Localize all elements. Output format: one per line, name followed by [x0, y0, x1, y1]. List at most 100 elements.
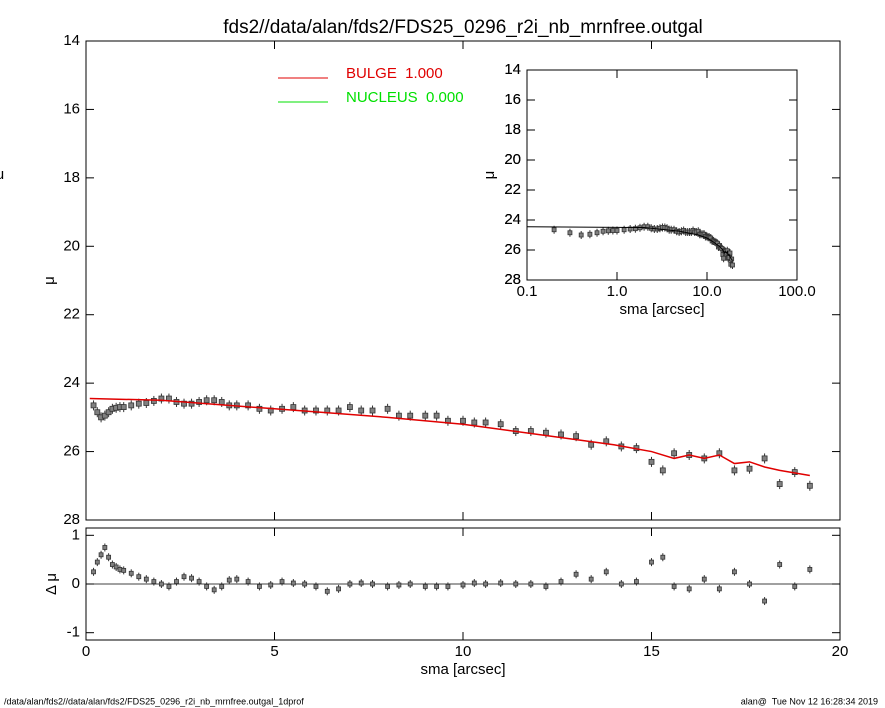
y-tick-label: 26 [504, 241, 521, 258]
data-point [257, 584, 262, 589]
data-point [588, 576, 594, 582]
data-point [181, 400, 187, 407]
data-point [279, 579, 285, 584]
y-tick-label: 28 [504, 271, 521, 288]
data-point [614, 228, 620, 233]
y-tick-label: 14 [504, 61, 521, 78]
data-point [105, 409, 112, 416]
data-point [497, 421, 504, 428]
y-tick-label: 28 [63, 511, 80, 528]
data-point [594, 230, 600, 236]
y-axis-label: μ [0, 166, 4, 183]
data-point [776, 481, 783, 487]
x-tick-label: 10 [455, 643, 472, 660]
inset-background [527, 70, 797, 280]
data-point [483, 581, 489, 587]
data-point [671, 450, 678, 457]
data-point [648, 458, 655, 465]
data-point [792, 584, 798, 589]
data-point [731, 467, 738, 474]
y-tick-label: 26 [63, 443, 80, 460]
data-point [268, 582, 274, 588]
y-tick-label: 14 [504, 61, 521, 78]
data-point [605, 228, 611, 234]
data-point [385, 584, 391, 589]
data-point [203, 397, 210, 404]
data-point [218, 399, 225, 405]
data-point [358, 407, 365, 414]
data-point [434, 584, 440, 589]
data-point [422, 584, 428, 589]
data-point [324, 588, 330, 594]
data-point [528, 581, 534, 587]
data-point [347, 581, 353, 587]
y-tick-label: 22 [504, 181, 521, 198]
data-point [732, 569, 737, 575]
data-point [98, 552, 104, 558]
data-point [226, 577, 232, 583]
plot-frame [526, 69, 798, 281]
data-point [211, 587, 217, 593]
data-point [121, 567, 127, 573]
data-point [567, 230, 573, 236]
x-tick-label: 20 [832, 643, 849, 660]
data-point [166, 584, 172, 589]
data-point [807, 566, 813, 572]
data-point [396, 412, 402, 419]
data-point [219, 584, 225, 589]
data-point [460, 417, 466, 424]
y-tick-label: 20 [63, 237, 80, 254]
data-point [158, 581, 164, 587]
y-tick-label: -1 [67, 624, 80, 641]
data-point [558, 431, 564, 438]
data-point [151, 579, 157, 584]
y-tick-label: 18 [504, 121, 521, 138]
data-point [313, 584, 319, 589]
data-point [136, 574, 142, 580]
data-point [445, 584, 451, 589]
data-point [128, 402, 135, 409]
data-point [471, 580, 477, 586]
y-axis-label: μ [481, 171, 498, 180]
data-point [460, 582, 466, 588]
y-tick-label: 0 [72, 575, 80, 592]
x-axis-label: sma [arcsec] [619, 301, 704, 318]
data-point [543, 584, 549, 589]
y-tick-label: 22 [63, 306, 80, 323]
y-tick-label: 24 [63, 374, 80, 391]
legend-label: BULGE 1.000 [346, 65, 443, 82]
data-point [471, 419, 478, 426]
chart-title: fds2//data/alan/fds2/FDS25_0296_r2i_nb_m… [223, 17, 703, 38]
data-point [806, 482, 813, 489]
footer-left: /data/alan/fds2//data/alan/fds2/FDS25_02… [4, 696, 304, 706]
data-point [181, 574, 187, 580]
data-point [91, 569, 96, 575]
data-point [302, 581, 308, 587]
data-point [513, 581, 519, 587]
data-point [587, 231, 593, 237]
data-point [290, 404, 297, 410]
data-point [101, 412, 108, 419]
data-point [234, 576, 240, 582]
data-point [245, 579, 251, 584]
data-point [777, 562, 783, 567]
data-point [188, 400, 195, 407]
data-point [336, 586, 341, 592]
data-point [621, 227, 627, 233]
data-point [335, 407, 342, 414]
x-tick-label: 0.1 [517, 283, 538, 300]
data-point [716, 586, 722, 592]
data-point [90, 402, 97, 409]
y-tick-label: 16 [63, 100, 80, 117]
data-point [256, 405, 263, 412]
x-tick-label: 15 [643, 643, 660, 660]
footer-right: alan@ Tue Nov 12 16:28:34 2019 [741, 696, 878, 706]
data-point [433, 412, 440, 419]
data-point [143, 400, 150, 406]
y-tick-label: 18 [504, 121, 521, 138]
x-axis-label: sma [arcsec] [420, 661, 505, 678]
y-tick-label: 20 [504, 151, 521, 168]
data-point [384, 405, 391, 412]
data-point [106, 554, 112, 560]
